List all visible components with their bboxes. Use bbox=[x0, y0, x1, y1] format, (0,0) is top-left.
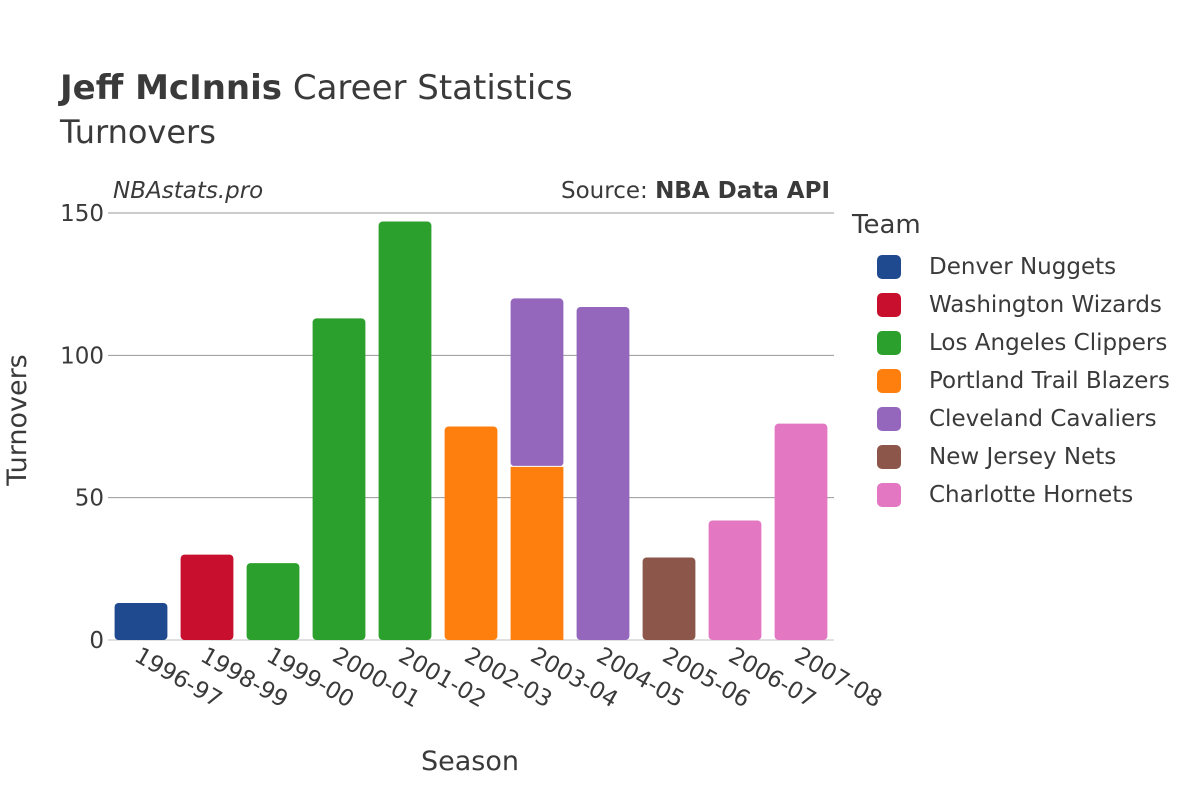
title-player-name: Jeff McInnis bbox=[60, 68, 283, 108]
bar-segment[interactable] bbox=[378, 221, 432, 641]
legend-title: Team bbox=[852, 210, 921, 240]
legend-label: Denver Nuggets bbox=[929, 254, 1117, 280]
y-tick-label: 100 bbox=[60, 343, 104, 369]
legend-item[interactable]: Los Angeles Clippers bbox=[852, 324, 1170, 362]
y-axis-ticks: 0 50 100 150 bbox=[60, 201, 104, 654]
legend-label: Portland Trail Blazers bbox=[929, 368, 1170, 394]
legend-label: Los Angeles Clippers bbox=[929, 330, 1168, 356]
bar-segment[interactable] bbox=[510, 298, 564, 467]
bar-segment[interactable] bbox=[576, 306, 630, 640]
legend: Team Denver Nuggets Washington Wizards Los… bbox=[852, 208, 1170, 514]
x-axis-ticks: 1996-971998-991999-002000-012001-022002-… bbox=[130, 643, 886, 714]
legend-swatch bbox=[877, 255, 901, 279]
legend-item[interactable]: Charlotte Hornets bbox=[852, 476, 1170, 514]
bars bbox=[114, 221, 828, 641]
legend-label: Washington Wizards bbox=[929, 292, 1162, 318]
bar-segment[interactable] bbox=[642, 557, 696, 640]
source-label: Source: NBA Data API bbox=[561, 178, 830, 204]
legend-item[interactable]: Denver Nuggets bbox=[852, 248, 1170, 286]
legend-items: Denver Nuggets Washington Wizards Los Ange… bbox=[852, 248, 1170, 514]
chart-title: Jeff McInnis Career Statistics bbox=[60, 68, 573, 108]
legend-label: Cleveland Cavaliers bbox=[929, 406, 1157, 432]
brand-label: NBAstats.pro bbox=[113, 178, 264, 204]
bar-segment[interactable] bbox=[114, 602, 168, 640]
y-axis-label: Turnovers bbox=[2, 354, 33, 487]
chart-subtitle: Turnovers bbox=[60, 113, 216, 151]
bar-segment[interactable] bbox=[246, 563, 300, 640]
legend-swatch bbox=[877, 331, 901, 355]
legend-item[interactable]: Portland Trail Blazers bbox=[852, 362, 1170, 400]
y-tick-label: 0 bbox=[89, 628, 104, 654]
source-prefix: Source: bbox=[561, 178, 656, 204]
legend-swatch bbox=[877, 369, 901, 393]
bar-segment[interactable] bbox=[774, 423, 828, 640]
legend-item[interactable]: New Jersey Nets bbox=[852, 438, 1170, 476]
y-tick-label: 150 bbox=[60, 201, 104, 227]
title-rest: Career Statistics bbox=[282, 68, 573, 108]
bar-segment[interactable] bbox=[708, 520, 762, 640]
legend-item[interactable]: Washington Wizards bbox=[852, 286, 1170, 324]
source-name: NBA Data API bbox=[655, 178, 830, 204]
legend-label: Charlotte Hornets bbox=[929, 482, 1134, 508]
legend-swatch bbox=[877, 483, 901, 507]
legend-label: New Jersey Nets bbox=[929, 444, 1117, 470]
bar-segment[interactable] bbox=[180, 554, 234, 640]
y-tick-label: 50 bbox=[75, 486, 104, 512]
bar-segment[interactable] bbox=[444, 426, 498, 641]
legend-item[interactable]: Cleveland Cavaliers bbox=[852, 400, 1170, 438]
legend-swatch bbox=[877, 407, 901, 431]
x-axis-label: Season bbox=[421, 746, 519, 777]
legend-swatch bbox=[877, 293, 901, 317]
bar-segment[interactable] bbox=[312, 318, 366, 640]
bar-segment[interactable] bbox=[510, 466, 564, 640]
legend-swatch bbox=[877, 445, 901, 469]
